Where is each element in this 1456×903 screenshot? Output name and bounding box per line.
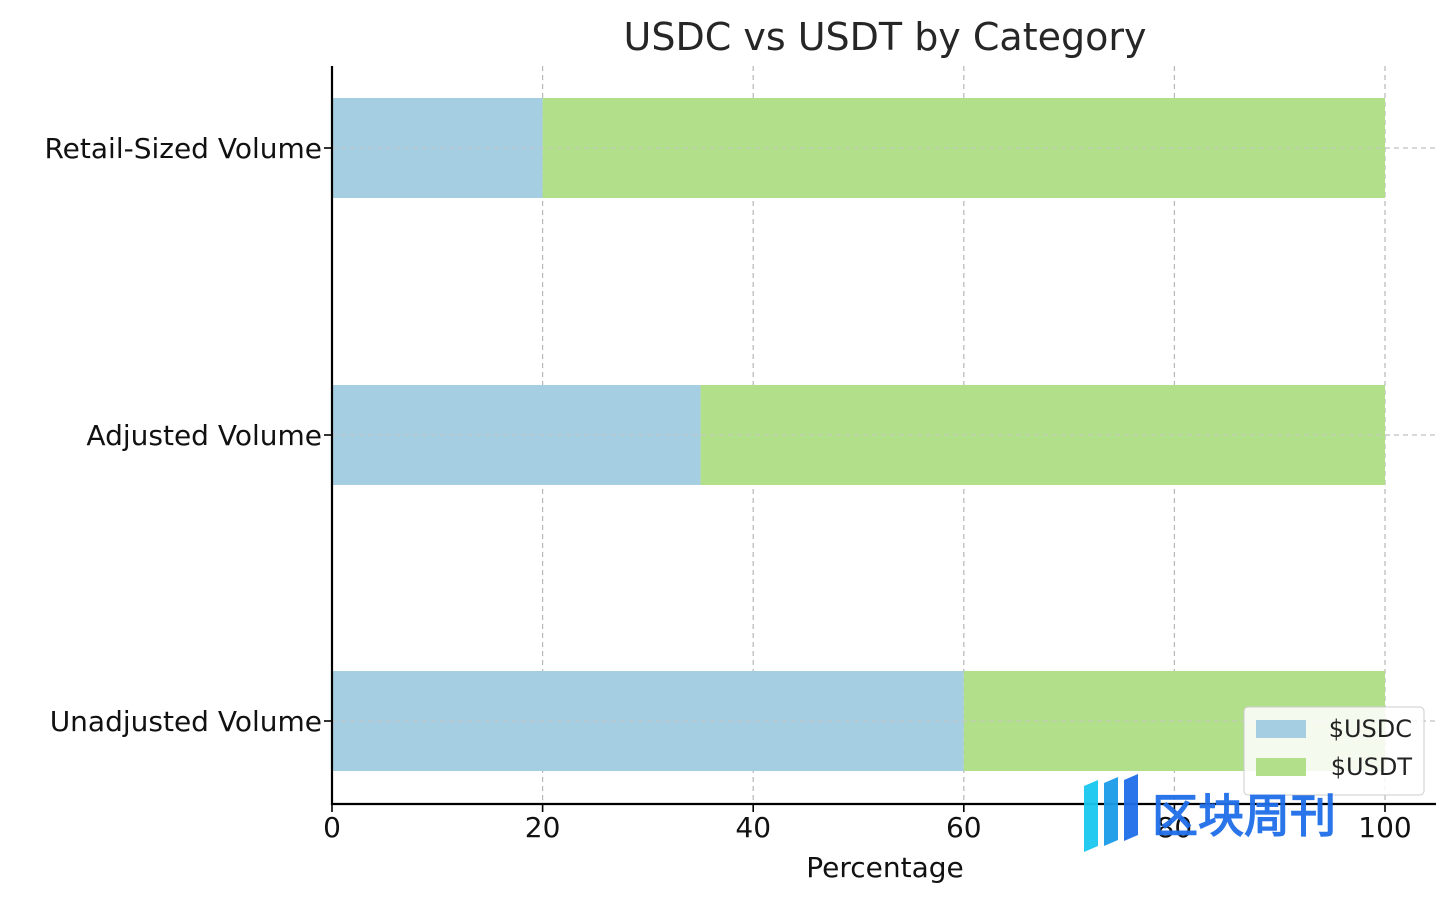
x-axis-label: Percentage: [806, 851, 964, 884]
x-tick-label: 100: [1358, 811, 1411, 844]
x-tick-label: 0: [323, 811, 341, 844]
x-tick-label: 60: [946, 811, 982, 844]
x-tick-label: 80: [1157, 811, 1193, 844]
y-grid-overlay: [332, 147, 1436, 722]
category-label: Adjusted Volume: [86, 419, 322, 452]
ticks-layer: 0 20 40 60 80 100 Unadjusted Volume Adjusted Vo…: [44, 132, 1411, 844]
legend-swatch-usdc: [1256, 720, 1306, 738]
watermark-text: 区块周刊: [1152, 789, 1336, 843]
category-label: Retail-Sized Volume: [44, 132, 322, 165]
x-tick-label: 40: [735, 811, 771, 844]
chart-title: USDC vs USDT by Category: [624, 15, 1147, 59]
legend: $USDC $USDT: [1243, 706, 1425, 796]
legend-label-usdt: $USDT: [1331, 753, 1413, 781]
category-label: Unadjusted Volume: [50, 705, 322, 738]
x-tick-label: 20: [525, 811, 561, 844]
legend-label-usdc: $USDC: [1329, 715, 1412, 743]
bar-logo-icon: [1084, 774, 1138, 852]
watermark: 区块周刊: [1084, 774, 1336, 852]
legend-swatch-usdt: [1256, 758, 1306, 776]
